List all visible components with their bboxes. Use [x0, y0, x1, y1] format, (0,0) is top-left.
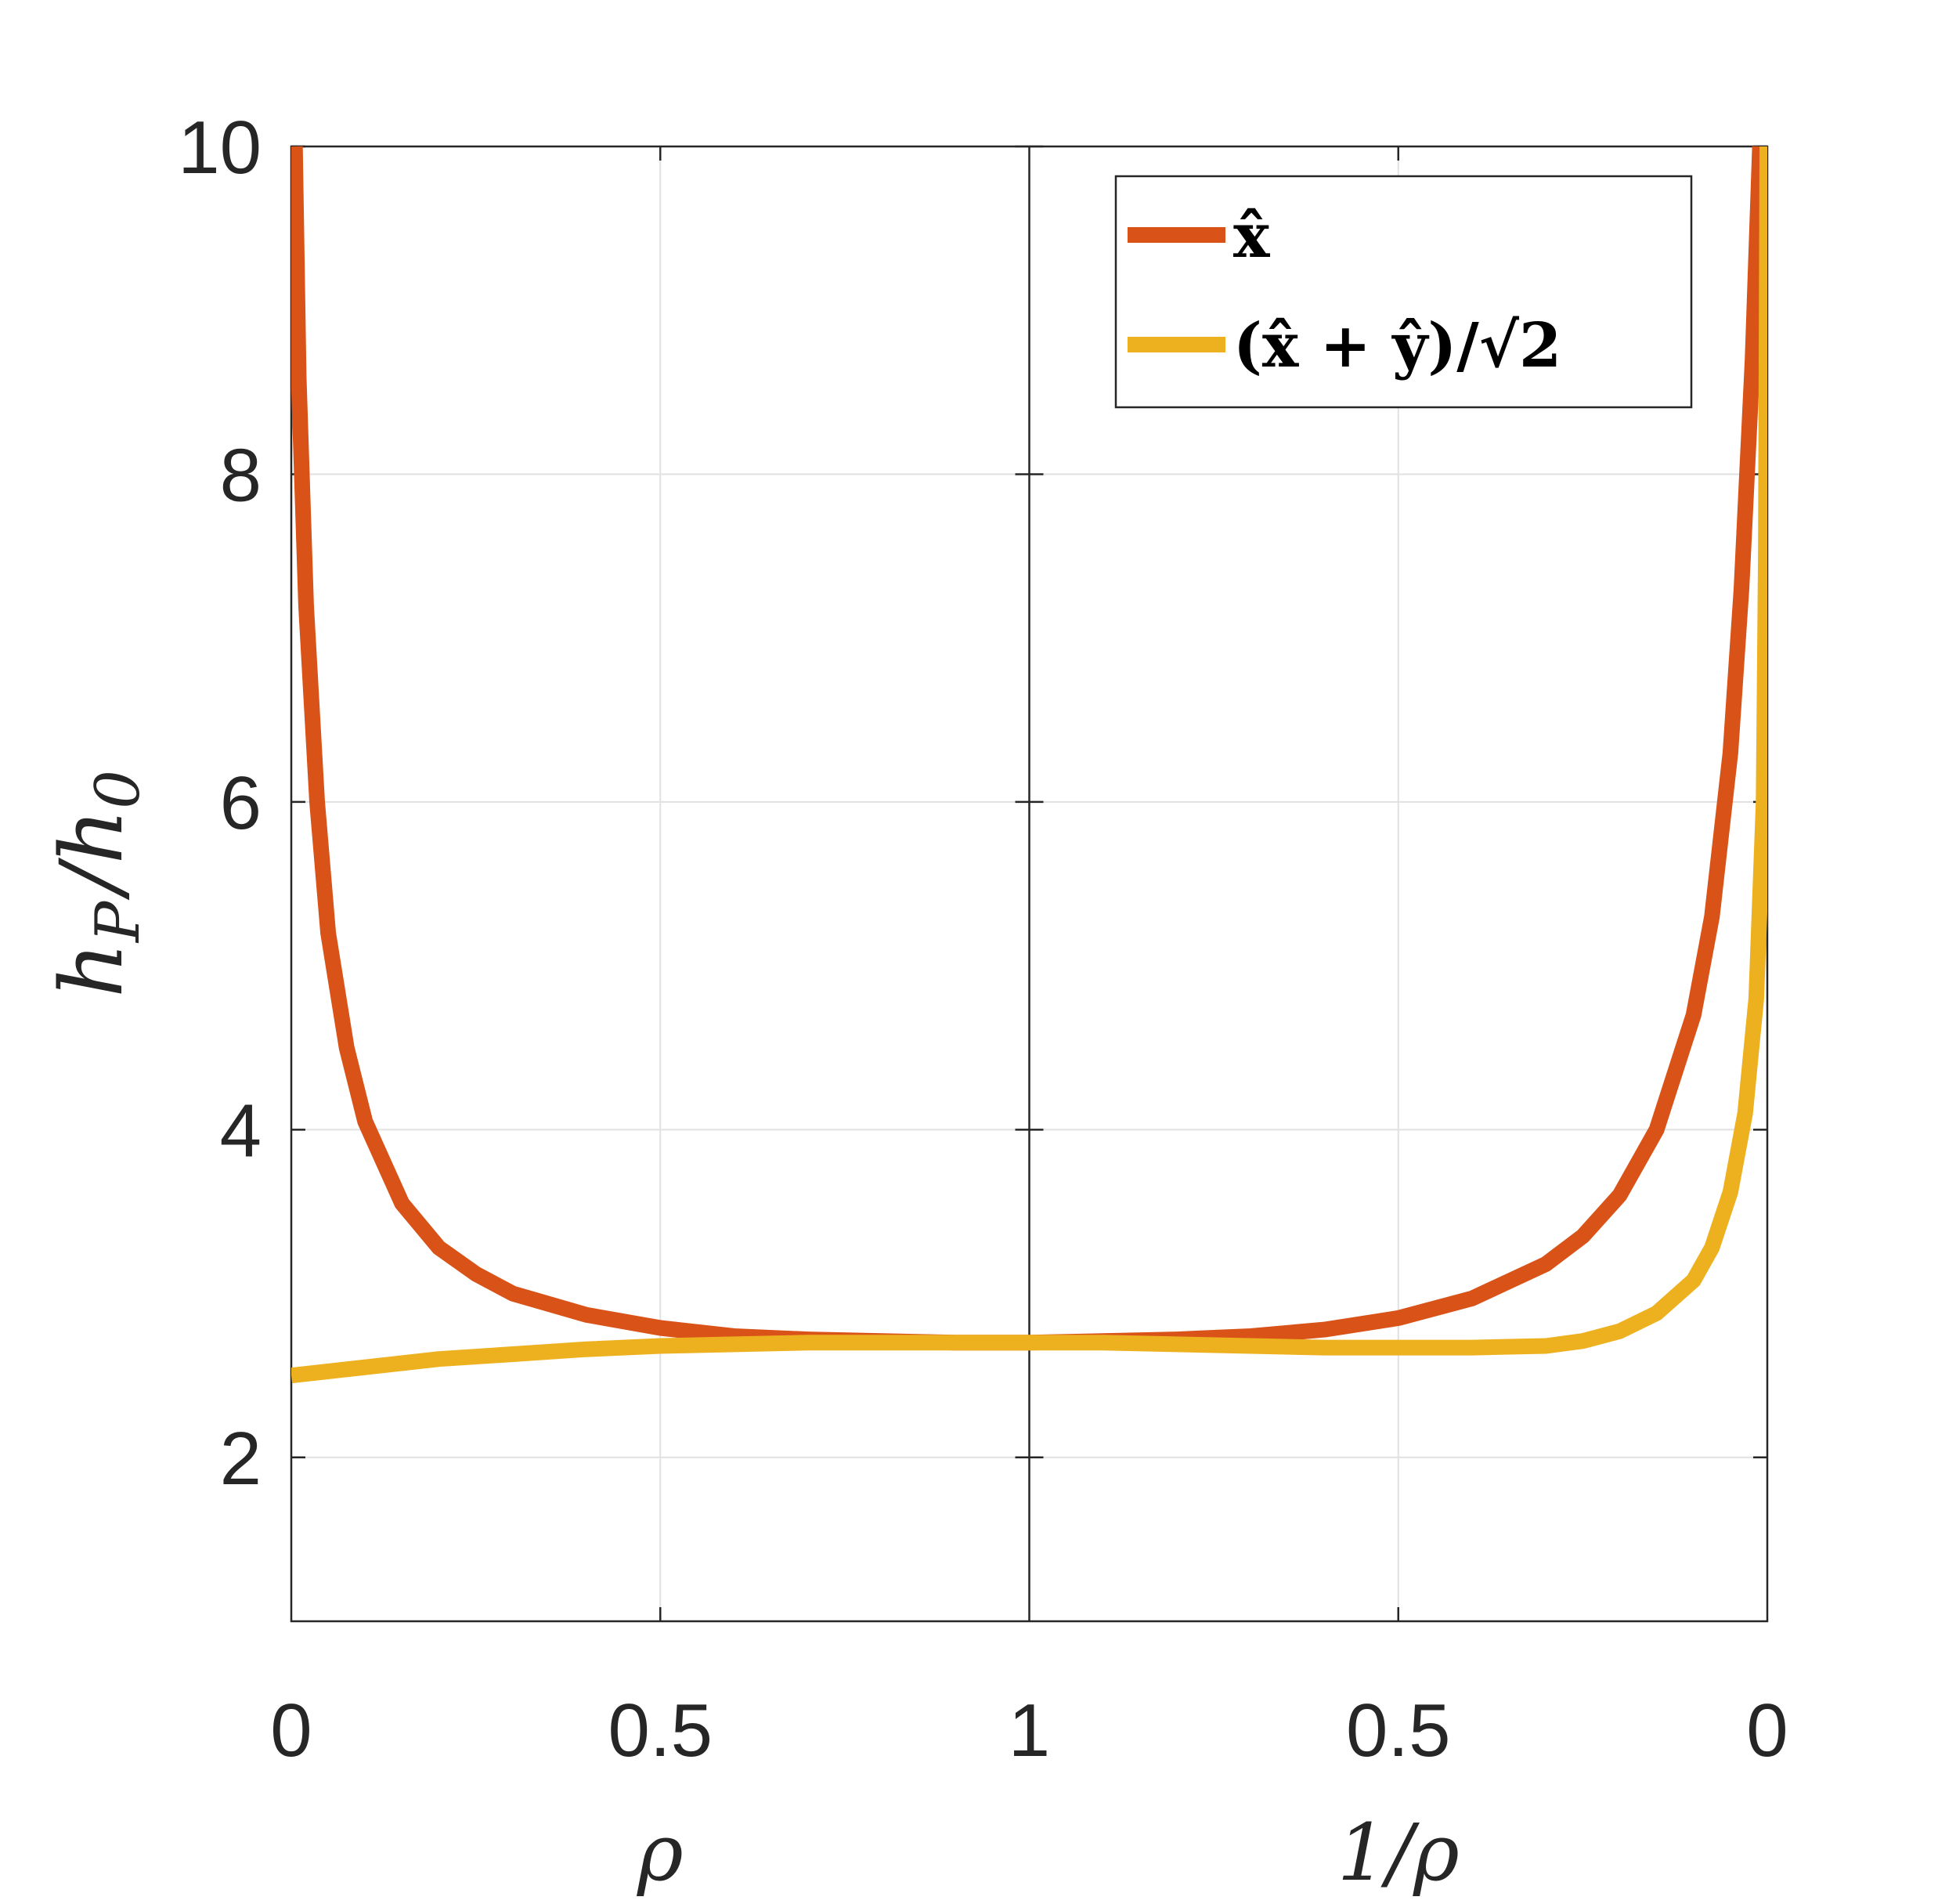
x-tick-label: 1: [1009, 1689, 1050, 1772]
axis-labels: 2 4 6 8 10 0 0.5 1 0.5 0 ρ 1/ρ hP/h0: [42, 106, 1788, 1899]
legend-label-1: x̂: [1233, 201, 1271, 272]
y-tick-label: 8: [220, 433, 262, 517]
y-tick-label: 6: [220, 761, 262, 845]
legend: x̂ (x̂ + ŷ)/√2: [1114, 175, 1693, 409]
y-tick-label: 4: [220, 1089, 262, 1172]
y-tick-label: 10: [178, 106, 262, 190]
x-tick-label: 0: [1746, 1689, 1788, 1772]
legend-label-2: (x̂ + ŷ)/√2: [1233, 310, 1561, 381]
x-tick-label: 0.5: [1346, 1689, 1450, 1772]
y-tick-label: 2: [220, 1417, 262, 1501]
series-lines: [291, 146, 1767, 1384]
x-axis-label-inv-rho: 1/ρ: [1337, 1807, 1460, 1899]
legend-box: [1114, 175, 1693, 409]
series-line-2: [291, 146, 1767, 1384]
y-axis-label: hP/h0: [42, 770, 153, 998]
x-axis-label-rho: ρ: [637, 1807, 684, 1899]
x-tick-label: 0.5: [608, 1689, 713, 1772]
x-tick-label: 0: [270, 1689, 312, 1772]
